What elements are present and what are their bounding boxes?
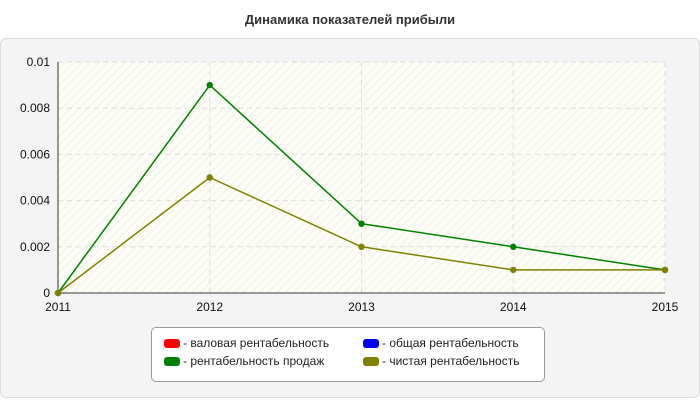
data-point — [510, 266, 517, 274]
x-tick-label: 2013 — [348, 300, 375, 314]
legend-swatch — [363, 356, 379, 366]
legend-label: - рентабельность продаж — [183, 354, 325, 368]
data-point — [510, 243, 517, 250]
data-point — [358, 243, 365, 250]
chart-title: Динамика показателей прибыли — [244, 12, 456, 27]
data-point — [54, 289, 62, 297]
legend-swatch — [164, 356, 180, 366]
legend-item: - рентабельность продаж — [164, 354, 324, 368]
x-tick-label: 2015 — [652, 300, 679, 314]
x-tick-label: 2012 — [196, 300, 223, 314]
legend-label: - общая рентабельность — [382, 336, 519, 350]
y-tick-label: 0 — [43, 286, 50, 300]
plot-area — [58, 62, 665, 293]
y-tick-label: 0.002 — [20, 240, 50, 254]
axes — [57, 62, 665, 294]
legend-swatch — [363, 338, 379, 348]
data-point — [358, 220, 365, 227]
x-tick-label: 2011 — [45, 300, 71, 314]
data-point — [661, 266, 669, 274]
y-tick-label: 0.006 — [20, 147, 50, 161]
y-tick-label: 0.01 — [27, 55, 51, 69]
legend-label: - валовая рентабельность — [183, 336, 330, 350]
legend-item: - валовая рентабельность — [164, 336, 329, 350]
y-tick-label: 0.008 — [20, 101, 50, 115]
data-point — [206, 81, 213, 89]
legend-swatch — [164, 338, 180, 348]
legend-item: - чистая рентабельность — [363, 354, 519, 368]
tick-labels: 0 0.002 0.004 0.006 0.008 0.01 2011 2012 2013 201… — [20, 55, 679, 314]
legend-label: - чистая рентабельность — [382, 354, 520, 368]
data-point — [206, 174, 213, 181]
series-points — [54, 81, 669, 297]
legend: - валовая рентабельность - общая рентабе… — [151, 327, 545, 382]
grid-lines — [58, 61, 666, 293]
x-tick-label: 2014 — [500, 300, 527, 314]
y-tick-label: 0.004 — [20, 194, 50, 208]
legend-item: - общая рентабельность — [363, 336, 519, 350]
